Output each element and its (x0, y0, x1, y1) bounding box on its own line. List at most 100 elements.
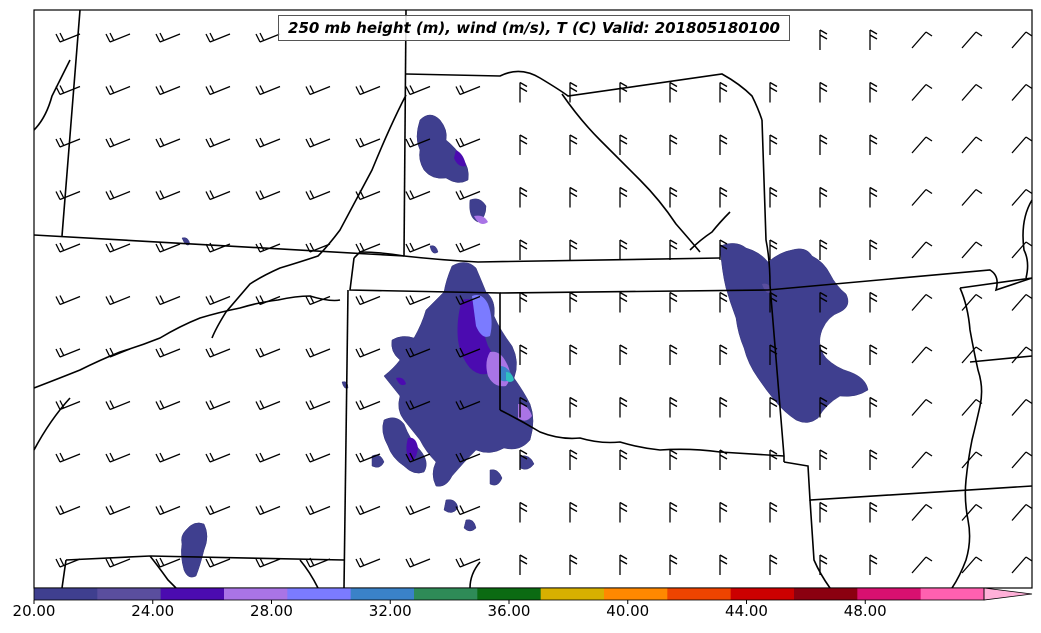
wind-barb (819, 29, 828, 50)
wind-barb (569, 396, 578, 418)
wind-barb (769, 134, 778, 155)
wind-barb (519, 554, 528, 575)
wind-barb (869, 449, 878, 470)
colorbar-extend-arrow (983, 587, 1033, 601)
wind-barb (355, 137, 381, 148)
colorbar-segment (857, 588, 922, 600)
wind-barb (519, 344, 528, 365)
colorbar-tick-label: 32.00 (368, 602, 412, 620)
wind-barb (305, 137, 331, 148)
wind-barb (105, 505, 131, 516)
wind-barb (869, 186, 878, 208)
colorbar-segment (160, 588, 225, 600)
wind-barb (819, 554, 828, 575)
wind-barb (305, 85, 331, 96)
wind-barb (719, 186, 728, 208)
wind-barb (155, 190, 181, 201)
wind-barb (455, 190, 481, 201)
colorbar-segment (604, 588, 668, 600)
wind-barb (155, 505, 181, 516)
wind-barb (869, 344, 878, 365)
wind-barb (619, 344, 628, 365)
wind-barb (355, 452, 381, 463)
wind-barb (719, 239, 728, 260)
wind-barb (819, 291, 828, 313)
wind-barb (105, 347, 131, 358)
colorbar-segment (920, 588, 985, 600)
wind-barb (961, 83, 983, 101)
wind-barb (105, 295, 131, 306)
wind-barb (619, 81, 628, 103)
wind-barb (869, 29, 878, 50)
wind-barb (305, 400, 331, 411)
wind-barb (569, 186, 578, 208)
wind-barb (355, 347, 381, 358)
wind-barb (769, 239, 778, 260)
wind-barb (405, 505, 431, 516)
wind-barb (961, 31, 983, 49)
wind-barb (911, 346, 933, 364)
wind-barb (961, 556, 983, 574)
wind-barb (769, 291, 778, 313)
wind-barb (455, 505, 481, 516)
wind-barb (719, 81, 728, 103)
wind-barb (455, 137, 481, 148)
wind-barb (255, 242, 281, 253)
colorbar-segment (667, 588, 732, 600)
wind-barb (255, 295, 281, 306)
wind-barb (819, 344, 828, 365)
wind-barb (355, 85, 381, 96)
colorbar-segment (794, 588, 858, 600)
wind-barb (569, 291, 578, 313)
wind-barb (155, 295, 181, 306)
wind-barb (305, 295, 331, 306)
wind-barb (769, 501, 778, 523)
wind-barb (619, 554, 628, 575)
wind-barb (355, 295, 381, 306)
wind-barb (105, 32, 131, 43)
wind-barb (619, 134, 628, 155)
wind-barb (255, 137, 281, 148)
wind-barb (355, 190, 381, 201)
colorbar-tick-label: 40.00 (606, 602, 650, 620)
wind-barb (569, 81, 578, 103)
wind-barb (305, 452, 331, 463)
wind-barb (155, 137, 181, 148)
wind-barb (911, 451, 933, 469)
wind-barb (619, 501, 628, 523)
wind-barb (405, 85, 431, 96)
wind-barb (961, 136, 983, 154)
wind-barb (55, 32, 81, 43)
wind-barb (669, 396, 678, 418)
wind-barb (769, 449, 778, 470)
wind-barb (961, 451, 983, 469)
wind-barb (669, 239, 678, 260)
wind-barb (519, 501, 528, 523)
wind-barb (911, 398, 933, 416)
map-frame (33, 9, 1033, 589)
wind-barb (1011, 83, 1033, 101)
wind-barb (355, 505, 381, 516)
wind-barb (911, 241, 933, 259)
wind-barb (719, 291, 728, 313)
colorbar-segment (540, 588, 605, 600)
wind-barb (355, 557, 381, 568)
wind-barbs (55, 29, 1033, 575)
temperature-fill (181, 114, 869, 578)
wind-barb (405, 190, 431, 201)
wind-barb (619, 396, 628, 418)
wind-barb (519, 81, 528, 103)
wind-barb (669, 134, 678, 155)
wind-barb (205, 452, 231, 463)
wind-barb (619, 449, 628, 470)
wind-barb (911, 136, 933, 154)
wind-barb (619, 186, 628, 208)
wind-barb (719, 554, 728, 575)
wind-barb (155, 32, 181, 43)
wind-barb (255, 347, 281, 358)
wind-barb (255, 190, 281, 201)
wind-barb (205, 295, 231, 306)
wind-barb (961, 293, 983, 311)
colorbar-tick-label: 24.00 (131, 602, 175, 620)
